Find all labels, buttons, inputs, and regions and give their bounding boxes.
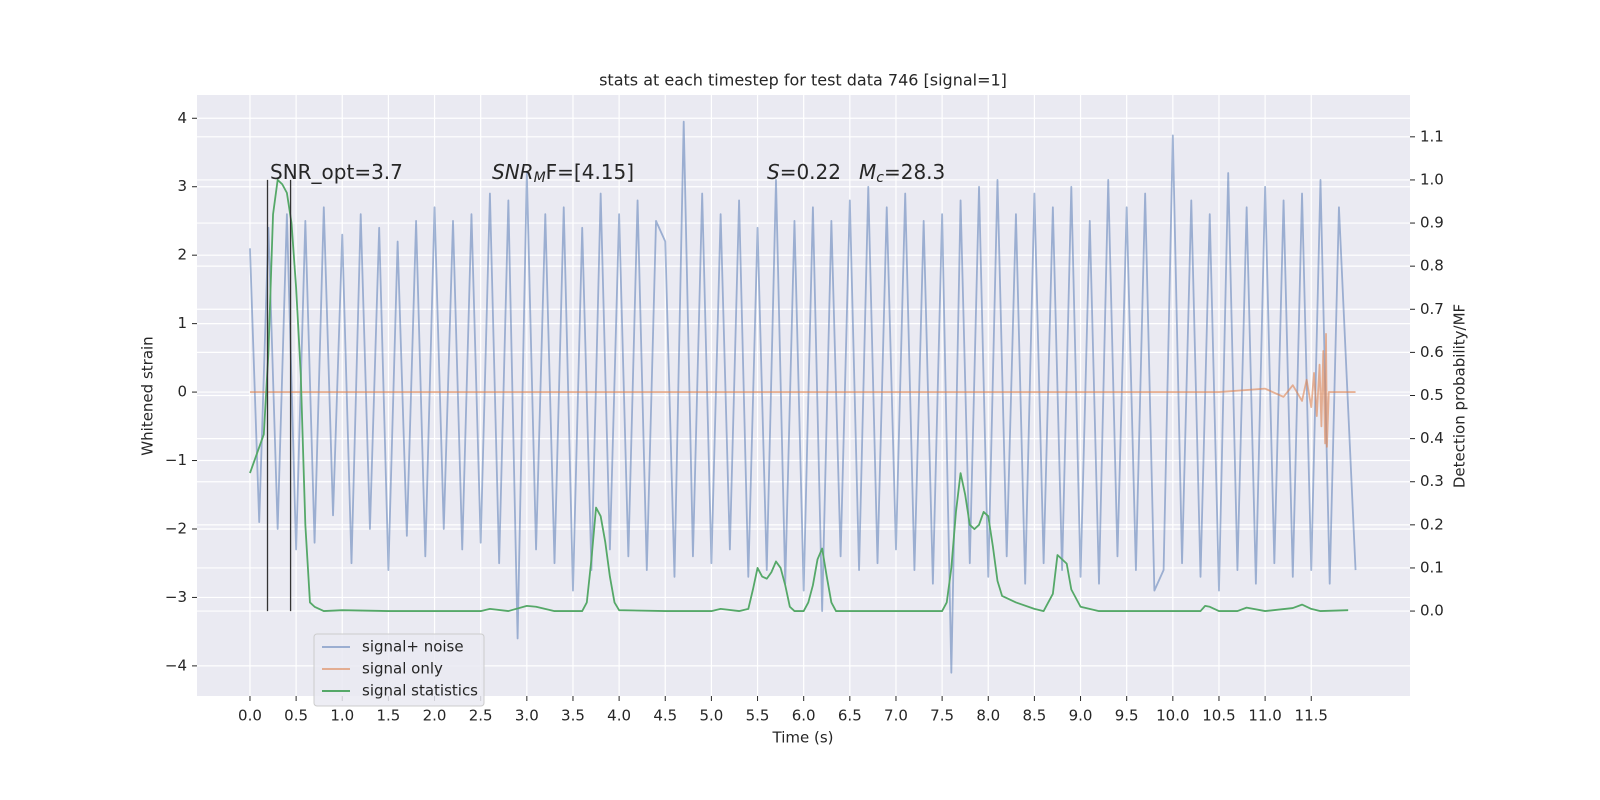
y-tick-label: 1 — [177, 314, 187, 332]
annotation-part: M — [859, 160, 876, 184]
series-line — [249, 120, 1357, 674]
y-tick-label: 3 — [177, 177, 187, 195]
y2-tick-label: 0.8 — [1420, 257, 1444, 275]
annotation-part: SNR_opt=3.7 — [270, 160, 403, 184]
y2-tick-label: 1.0 — [1420, 170, 1444, 188]
x-tick-label: 6.5 — [838, 707, 862, 725]
x-tick-label: 9.5 — [1115, 707, 1139, 725]
annotation-part: F=[4.15] — [546, 160, 634, 184]
series-line — [249, 332, 1356, 448]
legend-label: signal statistics — [362, 682, 478, 700]
y2-tick-label: 0.1 — [1420, 558, 1444, 576]
annotation-part: M — [534, 170, 546, 186]
y-tick-label: 0 — [177, 383, 187, 401]
annotation-part: =28.3 — [884, 160, 945, 184]
legend-label: signal+ noise — [362, 638, 464, 656]
y2-tick-label: 0.6 — [1420, 343, 1444, 361]
x-tick-label: 9.0 — [1069, 707, 1093, 725]
x-tick-label: 8.0 — [976, 707, 1000, 725]
chart-title: stats at each timestep for test data 746… — [599, 71, 1007, 90]
y2-tick-label: 0.7 — [1420, 300, 1444, 318]
annotation-part: c — [876, 170, 884, 186]
x-tick-label: 11.0 — [1248, 707, 1281, 725]
x-tick-label: 5.5 — [746, 707, 770, 725]
y2-axis-label: Detection probability/MF — [1451, 304, 1469, 488]
y2-tick-label: 0.0 — [1420, 602, 1444, 620]
x-tick-label: 10.0 — [1156, 707, 1189, 725]
legend-label: signal only — [362, 660, 443, 678]
x-tick-label: 7.5 — [930, 707, 954, 725]
y-tick-label: −3 — [165, 588, 187, 606]
annotation-part: S — [767, 160, 780, 184]
y2-tick-label: 0.3 — [1420, 472, 1444, 490]
annotation: SNR_opt=3.7 — [270, 160, 403, 184]
x-axis-label: Time (s) — [772, 729, 834, 747]
y2-tick-label: 0.5 — [1420, 386, 1444, 404]
x-tick-label: 6.0 — [792, 707, 816, 725]
x-tick-label: 2.5 — [469, 707, 493, 725]
x-tick-label: 2.0 — [423, 707, 447, 725]
x-tick-label: 10.5 — [1202, 707, 1235, 725]
x-tick-label: 1.5 — [376, 707, 400, 725]
x-tick-label: 5.0 — [699, 707, 723, 725]
y-tick-label: 4 — [177, 109, 187, 127]
y-tick-label: −2 — [165, 519, 187, 537]
legend-box — [313, 633, 485, 707]
y-tick-label: −1 — [165, 451, 187, 469]
y2-tick-label: 0.2 — [1420, 515, 1444, 533]
marks — [249, 120, 1357, 674]
labels: 0.0 0.5 1.0 1.5 2.0 2.5 3.0 3.5 4.0 4.5 5.0 5.5 6.0 6… — [165, 109, 1444, 725]
x-tick-label: 0.0 — [238, 707, 262, 725]
x-tick-label: 1.0 — [330, 707, 354, 725]
x-tick-label: 8.5 — [1022, 707, 1046, 725]
x-tick-label: 7.0 — [884, 707, 908, 725]
series-line — [249, 179, 1349, 612]
x-tick-label: 4.5 — [653, 707, 677, 725]
annotation: S=0.22 — [767, 160, 841, 184]
annotation-part: SNR — [492, 160, 534, 184]
y2-tick-label: 0.9 — [1420, 214, 1444, 232]
y2-tick-label: 0.4 — [1420, 429, 1444, 447]
y-axis-label: Whitened strain — [139, 336, 157, 455]
y-tick-label: 2 — [177, 246, 187, 264]
y-tick-label: −4 — [165, 656, 187, 674]
annotation: SNRMF=[4.15] — [492, 160, 634, 187]
x-tick-label: 3.5 — [561, 707, 585, 725]
x-tick-label: 3.0 — [515, 707, 539, 725]
annotation-part: =0.22 — [780, 160, 841, 184]
annotation: Mc=28.3 — [859, 160, 945, 187]
x-tick-label: 11.5 — [1295, 707, 1328, 725]
x-tick-label: 0.5 — [284, 707, 308, 725]
y2-tick-label: 1.1 — [1420, 127, 1444, 145]
x-tick-label: 4.0 — [607, 707, 631, 725]
